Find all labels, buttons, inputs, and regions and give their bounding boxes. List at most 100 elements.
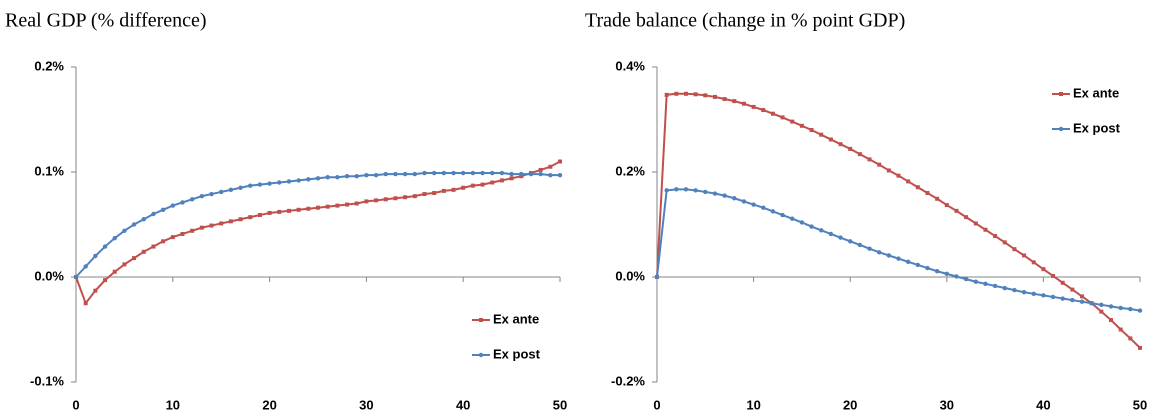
marker bbox=[896, 173, 901, 178]
marker bbox=[712, 94, 717, 99]
marker bbox=[838, 142, 843, 147]
marker bbox=[354, 201, 359, 206]
marker bbox=[973, 221, 978, 226]
marker bbox=[451, 187, 456, 192]
marker bbox=[1012, 247, 1017, 252]
marker bbox=[983, 281, 988, 287]
marker bbox=[703, 189, 708, 195]
marker bbox=[180, 200, 185, 205]
marker bbox=[954, 208, 959, 213]
y-tick-label: -0.1% bbox=[30, 373, 64, 388]
marker bbox=[306, 206, 311, 211]
x-tick-label: 0 bbox=[653, 397, 660, 412]
marker bbox=[219, 189, 224, 195]
marker bbox=[983, 227, 988, 232]
marker bbox=[761, 205, 766, 210]
marker bbox=[267, 210, 272, 215]
x-tick-label: 40 bbox=[1036, 397, 1050, 412]
y-tick-label: 0.2% bbox=[615, 163, 645, 178]
marker bbox=[461, 185, 466, 190]
marker bbox=[112, 235, 117, 241]
marker bbox=[819, 132, 824, 137]
y-tick-label: -0.2% bbox=[611, 373, 645, 388]
marker bbox=[470, 183, 475, 188]
marker bbox=[102, 244, 108, 249]
legend-marker bbox=[478, 352, 484, 358]
marker bbox=[393, 196, 398, 201]
marker bbox=[228, 187, 234, 193]
marker bbox=[335, 175, 340, 180]
marker bbox=[209, 191, 214, 197]
marker bbox=[170, 203, 175, 208]
marker bbox=[1118, 327, 1123, 332]
marker bbox=[848, 239, 853, 244]
marker bbox=[344, 174, 350, 179]
marker bbox=[886, 253, 892, 258]
marker bbox=[973, 279, 978, 284]
marker bbox=[935, 196, 940, 201]
marker bbox=[345, 202, 350, 207]
marker bbox=[373, 172, 379, 178]
marker bbox=[693, 188, 698, 193]
y-tick-label: 0.0% bbox=[615, 268, 645, 283]
marker bbox=[490, 180, 495, 185]
series-line bbox=[75, 172, 560, 278]
legend-label: Ex ante bbox=[493, 311, 539, 326]
marker bbox=[219, 221, 224, 226]
marker bbox=[828, 231, 834, 237]
marker bbox=[654, 274, 660, 280]
marker bbox=[538, 171, 543, 177]
marker bbox=[906, 179, 911, 184]
marker bbox=[1041, 293, 1046, 298]
marker bbox=[557, 172, 563, 178]
marker bbox=[248, 183, 253, 188]
marker bbox=[848, 146, 853, 151]
marker bbox=[83, 301, 88, 306]
marker bbox=[876, 250, 882, 255]
legend-label: Ex post bbox=[493, 346, 541, 361]
marker bbox=[402, 171, 408, 177]
marker bbox=[190, 228, 195, 233]
marker bbox=[306, 177, 311, 182]
marker bbox=[944, 203, 949, 208]
marker bbox=[732, 99, 737, 104]
marker bbox=[316, 205, 320, 210]
marker bbox=[548, 164, 553, 169]
marker bbox=[257, 213, 262, 218]
marker bbox=[238, 185, 243, 190]
marker bbox=[780, 212, 785, 218]
marker bbox=[528, 171, 534, 177]
marker bbox=[780, 115, 785, 120]
marker bbox=[664, 188, 669, 193]
marker bbox=[828, 137, 833, 142]
series-line bbox=[656, 188, 1141, 312]
marker bbox=[905, 259, 911, 264]
marker bbox=[867, 157, 872, 162]
y-tick-label: 0.4% bbox=[615, 58, 645, 73]
marker bbox=[1128, 306, 1133, 312]
x-tick-label: 10 bbox=[166, 397, 180, 412]
marker bbox=[992, 283, 998, 289]
marker bbox=[1099, 302, 1104, 308]
marker bbox=[509, 176, 514, 181]
marker bbox=[703, 93, 708, 98]
marker bbox=[761, 108, 766, 113]
marker bbox=[1079, 299, 1085, 304]
marker bbox=[141, 249, 146, 254]
series-line bbox=[656, 92, 1141, 349]
marker bbox=[915, 262, 921, 268]
x-tick-label: 50 bbox=[553, 397, 567, 412]
marker bbox=[451, 170, 456, 176]
marker bbox=[180, 231, 185, 236]
marker bbox=[1070, 287, 1075, 292]
legend-marker bbox=[1059, 92, 1063, 96]
marker bbox=[1060, 296, 1065, 301]
marker bbox=[161, 239, 166, 244]
marker bbox=[325, 175, 330, 180]
marker bbox=[964, 215, 969, 220]
marker bbox=[925, 265, 930, 271]
marker bbox=[112, 269, 117, 274]
marker bbox=[664, 92, 669, 97]
marker bbox=[131, 222, 137, 227]
marker bbox=[683, 187, 689, 192]
